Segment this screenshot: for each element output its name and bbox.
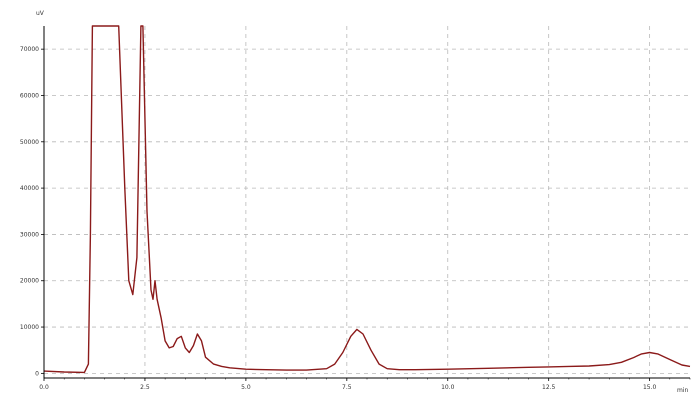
- x-tick-label: 0.0: [39, 384, 49, 391]
- y-tick-label: 70000: [20, 46, 39, 53]
- tick-labels: 0 10000 20000 30000 40000 50000 60000 70000 0.0 2…: [20, 46, 657, 391]
- y-tick-label: 30000: [20, 231, 39, 238]
- y-tick-label: 50000: [20, 139, 39, 146]
- y-tick-label: 60000: [20, 92, 39, 99]
- x-tick-label: 15.0: [643, 384, 657, 391]
- x-tick-label: 10.0: [441, 384, 455, 391]
- grid: [44, 26, 690, 378]
- axes: [41, 26, 691, 381]
- x-unit-label: min: [677, 387, 689, 394]
- y-tick-label: 40000: [20, 185, 39, 192]
- x-tick-label: 2.5: [140, 384, 150, 391]
- y-unit-label: uV: [36, 10, 45, 17]
- x-tick-label: 5.0: [241, 384, 251, 391]
- y-tick-label: 0: [35, 370, 39, 377]
- y-tick-label: 10000: [20, 324, 39, 331]
- y-tick-label: 20000: [20, 278, 39, 285]
- x-tick-label: 12.5: [542, 384, 556, 391]
- x-tick-label: 7.5: [342, 384, 352, 391]
- series-line: [43, 25, 691, 374]
- series-layer: [43, 25, 691, 374]
